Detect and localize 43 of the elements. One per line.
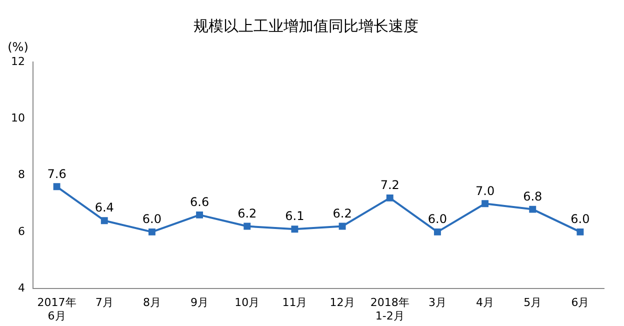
data-label: 6.0 bbox=[428, 212, 448, 226]
data-label: 6.2 bbox=[332, 206, 352, 220]
point bbox=[576, 228, 584, 236]
x-tick-label: 2017年 6月 bbox=[37, 296, 76, 322]
x-tick-label: 8月 bbox=[142, 296, 161, 310]
data-label: 6.2 bbox=[238, 206, 257, 220]
data-label: 6.0 bbox=[142, 212, 162, 226]
point bbox=[244, 222, 251, 230]
point bbox=[482, 200, 489, 208]
data-label: 6.4 bbox=[94, 200, 114, 215]
point bbox=[386, 194, 394, 202]
data-label: 7.2 bbox=[380, 178, 400, 192]
x-tick-label: 12月 bbox=[330, 296, 355, 310]
point bbox=[529, 206, 536, 213]
x-tick-label: 7月 bbox=[95, 296, 114, 310]
data-label: 6.8 bbox=[523, 189, 542, 204]
y-tick-label: 12 bbox=[10, 54, 25, 68]
x-tick-label: 11月 bbox=[282, 296, 308, 310]
data-label: 6.1 bbox=[285, 209, 304, 224]
data-label: 6.6 bbox=[190, 195, 210, 210]
y-tick-label: 4 bbox=[18, 281, 25, 294]
point bbox=[434, 228, 441, 236]
y-axis-title: (%) bbox=[8, 40, 28, 54]
point bbox=[196, 211, 204, 218]
chart-title: 规模以上工业增加值同比增长速度 bbox=[194, 16, 418, 35]
y-tick-label: 10 bbox=[10, 112, 25, 125]
point bbox=[148, 228, 156, 236]
x-tick-label: 5月 bbox=[524, 296, 542, 310]
x-tick-label: 4月 bbox=[476, 296, 494, 310]
x-tick-label: 6月 bbox=[571, 296, 590, 310]
point bbox=[338, 222, 346, 230]
data-label: 7.0 bbox=[475, 184, 495, 198]
point bbox=[53, 183, 60, 190]
x-tick-label: 3月 bbox=[428, 296, 446, 310]
data-label: 7.6 bbox=[47, 166, 66, 181]
x-tick-label: 2018年 1-2月 bbox=[370, 296, 410, 322]
point bbox=[291, 226, 298, 233]
y-tick-label: 6 bbox=[18, 224, 25, 238]
x-tick-label: 10月 bbox=[234, 296, 260, 310]
point bbox=[100, 217, 108, 224]
y-tick-label: 8 bbox=[18, 168, 25, 182]
x-tick-label: 9月 bbox=[190, 296, 209, 310]
data-label: 6.0 bbox=[570, 212, 590, 226]
